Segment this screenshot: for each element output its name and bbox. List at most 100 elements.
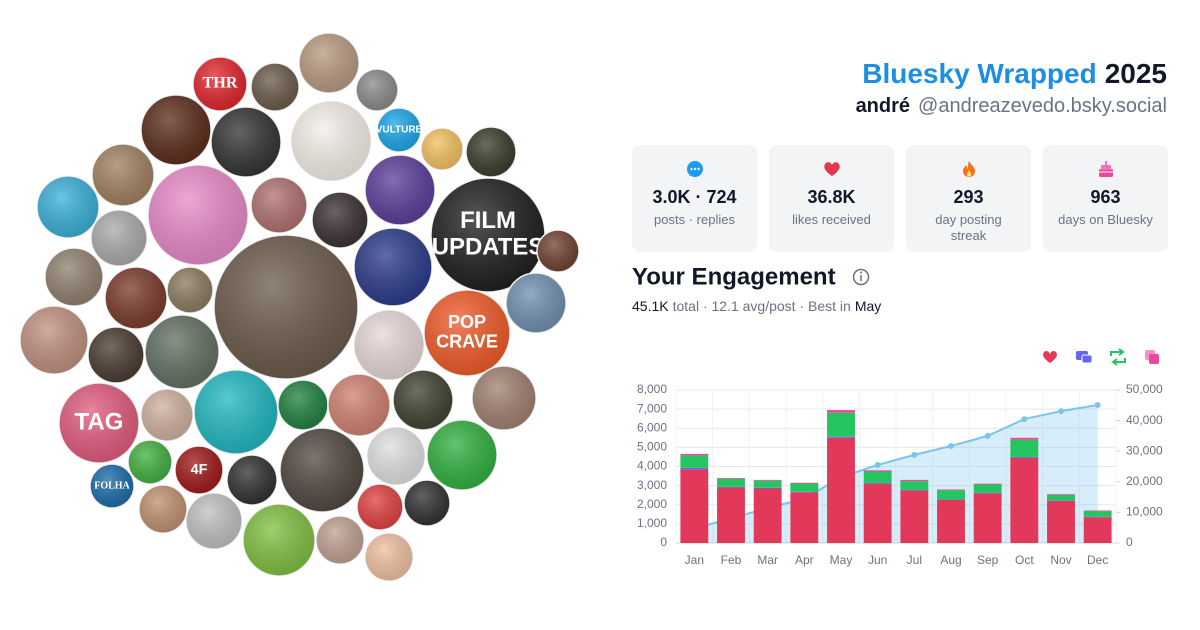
bar-segment[interactable] <box>717 487 745 543</box>
bar-segment[interactable] <box>717 478 745 487</box>
bar-segment[interactable] <box>1083 510 1112 512</box>
avatar[interactable] <box>465 126 517 178</box>
bar-segment[interactable] <box>900 479 929 482</box>
bar-segment[interactable] <box>900 490 929 543</box>
bar-segment[interactable] <box>1010 456 1039 458</box>
avatar[interactable] <box>226 454 278 506</box>
bar-segment[interactable] <box>680 467 709 470</box>
avatar[interactable] <box>140 94 212 166</box>
legend-item[interactable] <box>1145 350 1159 364</box>
avatar[interactable] <box>193 369 279 455</box>
bar-segment[interactable] <box>973 492 1002 494</box>
avatar[interactable] <box>364 532 414 582</box>
avatar[interactable] <box>403 479 451 527</box>
bar-segment[interactable] <box>680 469 709 543</box>
bar-segment[interactable] <box>790 491 819 493</box>
bar-segment[interactable] <box>753 479 782 481</box>
bar-segment[interactable] <box>827 436 855 438</box>
avatar[interactable] <box>250 62 300 112</box>
avatar[interactable] <box>364 154 436 226</box>
avatar[interactable] <box>144 314 220 390</box>
bar-segment[interactable] <box>863 470 892 472</box>
avatar[interactable] <box>279 427 365 513</box>
bar-segment[interactable] <box>790 482 819 484</box>
avatar[interactable] <box>392 369 454 431</box>
bar-segment[interactable] <box>863 483 892 543</box>
avatar[interactable] <box>166 266 214 314</box>
bar-segment[interactable] <box>1047 500 1075 501</box>
bar-segment[interactable] <box>1047 494 1075 495</box>
legend-item[interactable] <box>1076 351 1093 364</box>
avatar[interactable] <box>91 143 155 207</box>
bar-segment[interactable] <box>937 490 965 500</box>
avatar[interactable] <box>353 227 433 307</box>
bar-segment[interactable] <box>937 499 965 543</box>
bar-segment[interactable] <box>717 477 745 479</box>
bar-segment[interactable] <box>863 471 892 483</box>
bar-segment[interactable] <box>900 489 929 491</box>
bar-segment[interactable] <box>937 499 965 500</box>
bar-segment[interactable] <box>1010 439 1039 457</box>
avatar[interactable] <box>213 234 359 380</box>
bar-segment[interactable] <box>973 493 1002 543</box>
avatar[interactable] <box>536 229 580 273</box>
bar-segment[interactable] <box>900 481 929 490</box>
bar-segment[interactable] <box>937 489 965 491</box>
bar-segment[interactable] <box>827 437 855 543</box>
avatar[interactable] <box>420 127 464 171</box>
avatar[interactable] <box>138 484 188 534</box>
avatar[interactable] <box>277 379 329 431</box>
avatar[interactable]: THR <box>192 56 248 112</box>
avatar[interactable]: TAG <box>58 382 140 464</box>
avatar[interactable] <box>87 326 145 384</box>
avatar[interactable] <box>311 191 369 249</box>
avatar[interactable] <box>471 365 537 431</box>
bar-segment[interactable] <box>1010 437 1039 440</box>
bar-segment[interactable] <box>753 488 782 543</box>
avatar[interactable] <box>366 426 426 486</box>
avatar[interactable] <box>147 164 249 266</box>
info-icon[interactable] <box>852 268 870 286</box>
bar-segment[interactable] <box>753 480 782 488</box>
avatar[interactable] <box>505 272 567 334</box>
legend-item[interactable] <box>1110 348 1126 366</box>
avatar[interactable] <box>19 305 89 375</box>
avatar[interactable] <box>185 492 243 550</box>
avatar[interactable] <box>90 209 148 267</box>
avatar[interactable]: VULTURE <box>376 107 423 153</box>
avatar[interactable] <box>104 266 168 330</box>
avatar[interactable] <box>242 503 316 577</box>
bar-segment[interactable] <box>1047 494 1075 501</box>
avatar[interactable] <box>355 68 399 112</box>
bar-segment[interactable] <box>680 453 709 456</box>
avatar[interactable] <box>44 247 104 307</box>
bar-segment[interactable] <box>790 483 819 492</box>
avatar[interactable] <box>356 483 404 531</box>
bar-segment[interactable] <box>1083 517 1112 543</box>
bar-segment[interactable] <box>753 487 782 489</box>
avatar[interactable] <box>140 388 194 442</box>
bar-segment[interactable] <box>973 484 1002 493</box>
bar-segment[interactable] <box>717 486 745 488</box>
avatar[interactable] <box>290 100 372 182</box>
avatar[interactable] <box>127 439 173 485</box>
avatar[interactable] <box>298 32 360 94</box>
avatar[interactable]: 4F <box>174 445 224 495</box>
avatar[interactable] <box>36 175 100 239</box>
bar-segment[interactable] <box>827 410 855 413</box>
avatar[interactable]: FOLHA <box>89 463 135 509</box>
avatar[interactable] <box>327 373 391 437</box>
bar-segment[interactable] <box>863 482 892 484</box>
avatar[interactable] <box>250 176 308 234</box>
avatar[interactable] <box>353 309 425 381</box>
bar-segment[interactable] <box>827 412 855 437</box>
avatar[interactable] <box>426 419 498 491</box>
bar-segment[interactable] <box>680 455 709 468</box>
bar-segment[interactable] <box>1010 457 1039 543</box>
bar-segment[interactable] <box>1083 511 1112 517</box>
bar-segment[interactable] <box>1047 500 1075 543</box>
legend-item[interactable] <box>1043 350 1057 363</box>
avatar[interactable] <box>315 515 365 565</box>
